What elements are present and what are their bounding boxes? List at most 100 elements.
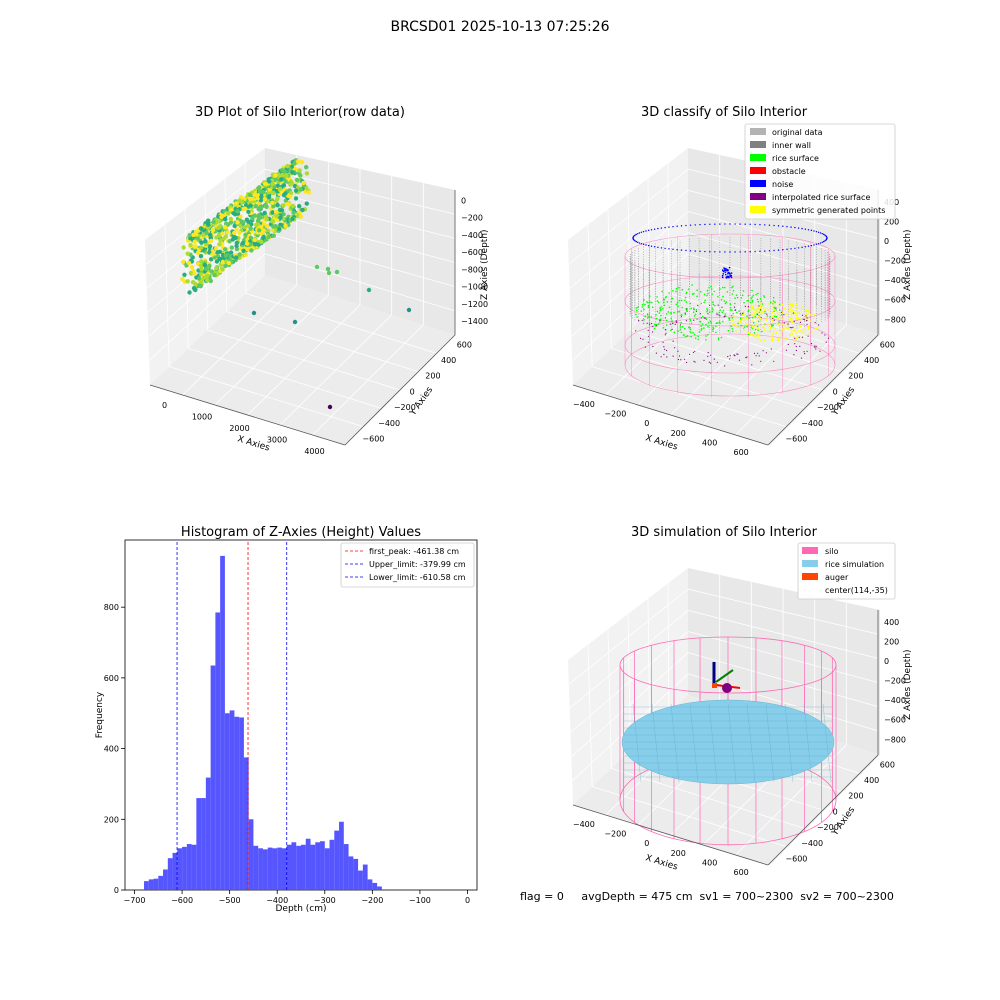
rice-surface-point xyxy=(707,326,709,328)
symmetric-point xyxy=(808,309,811,311)
symmetric-point xyxy=(757,310,760,313)
noise-point xyxy=(739,251,741,253)
raw-point xyxy=(266,234,271,240)
rice-surface-point xyxy=(734,297,736,300)
rice-surface-point xyxy=(675,290,677,293)
symmetric-point xyxy=(740,312,743,315)
raw-point xyxy=(306,190,312,195)
rice-surface-point xyxy=(665,324,668,326)
symmetric-point xyxy=(798,324,801,327)
noise-point xyxy=(722,269,724,272)
rice-surface-point xyxy=(725,301,728,303)
grid-line xyxy=(571,253,689,362)
symmetric-point xyxy=(774,313,776,316)
raw-point xyxy=(221,236,227,241)
rice-surface-point xyxy=(757,320,760,323)
interpolated-point xyxy=(729,355,731,357)
x-tick-label: −600 xyxy=(171,896,193,905)
histogram-ticks: −700 −600 −500 −400 −300 −200 −100 0 0 200 400 600 8… xyxy=(104,603,470,905)
symmetric-point xyxy=(759,305,762,308)
rice-surface-point xyxy=(663,298,665,301)
rice-surface-point xyxy=(708,286,710,289)
interpolated-point xyxy=(766,313,768,315)
legend-label: Lower_limit: -610.58 cm xyxy=(369,573,466,582)
raw-point xyxy=(199,240,204,245)
symmetric-point xyxy=(742,311,745,313)
noise-point xyxy=(794,247,796,250)
raw-point xyxy=(229,245,234,250)
interpolated-point xyxy=(672,355,674,357)
noise-point xyxy=(749,223,751,226)
rice-surface-point xyxy=(732,285,734,288)
raw-point xyxy=(208,238,214,244)
noise-point xyxy=(724,269,726,271)
raw-point xyxy=(217,249,223,254)
raw-point xyxy=(270,219,275,224)
raw-point xyxy=(220,267,225,272)
interpolated-point xyxy=(684,312,686,314)
symmetric-point xyxy=(751,313,753,316)
rice-surface-point xyxy=(651,306,654,309)
raw-point xyxy=(249,222,254,227)
raw-point xyxy=(265,228,271,233)
rice-surface-point xyxy=(743,326,746,328)
interpolated-point xyxy=(803,351,805,353)
raw-points xyxy=(180,158,412,410)
rice-surface-point xyxy=(700,302,702,305)
grid-line xyxy=(148,253,266,362)
rice-surface-point xyxy=(724,315,727,317)
rice-surface-point xyxy=(697,338,700,341)
symmetric-point xyxy=(799,329,802,331)
raw-point xyxy=(188,271,194,276)
interpolated-point xyxy=(652,325,654,328)
symmetric-point xyxy=(790,307,792,310)
raw-point xyxy=(182,272,187,277)
noise-point xyxy=(725,277,728,279)
symmetric-point xyxy=(787,310,790,312)
symmetric-point xyxy=(791,321,794,324)
interpolated-point xyxy=(805,315,807,317)
panel-classify: 3D classify of Silo Interior −400 −200 0 20… xyxy=(568,105,913,457)
interpolated-point xyxy=(707,355,709,357)
z-tick-label: 400 xyxy=(884,618,899,627)
interpolated-point xyxy=(638,320,640,322)
interpolated-point xyxy=(693,360,695,362)
symmetric-point xyxy=(807,311,810,313)
symmetric-point xyxy=(753,335,755,337)
noise-point xyxy=(640,242,643,245)
rice-surface-point xyxy=(759,298,762,300)
raw-point xyxy=(208,232,213,238)
rice-surface-point xyxy=(668,292,670,294)
interpolated-point xyxy=(798,336,800,338)
noise-point xyxy=(650,245,653,247)
rice-surface-point xyxy=(738,310,740,313)
rice-surface-point xyxy=(648,315,650,318)
interpolated-point xyxy=(700,317,702,319)
symmetric-point xyxy=(808,332,811,335)
interpolated-point xyxy=(785,349,788,351)
symmetric-point xyxy=(757,335,760,337)
grid-line xyxy=(687,253,879,312)
interpolated-point xyxy=(723,316,725,318)
symmetric-point xyxy=(781,328,784,331)
rice-surface-point xyxy=(735,294,738,297)
noise-point xyxy=(725,269,728,272)
raw-point xyxy=(243,206,248,211)
histogram-bar xyxy=(281,848,287,890)
z-tick-label: −200 xyxy=(884,257,906,266)
noise-point xyxy=(689,250,692,252)
noise-point xyxy=(744,251,746,253)
z-tick-label: −400 xyxy=(884,696,906,705)
symmetric-point xyxy=(771,337,774,339)
interpolated-point xyxy=(724,315,726,317)
symmetric-point xyxy=(751,326,754,329)
symmetric-point xyxy=(796,312,799,314)
noise-point xyxy=(821,232,823,235)
y-tick-label: 0 xyxy=(410,387,415,396)
rice-mesh-line xyxy=(689,703,699,783)
rice-surface-point xyxy=(718,311,721,314)
symmetric-point xyxy=(801,330,804,333)
symmetric-point xyxy=(790,311,793,313)
interpolated-point xyxy=(675,320,677,322)
rice-surface-point xyxy=(707,334,709,336)
